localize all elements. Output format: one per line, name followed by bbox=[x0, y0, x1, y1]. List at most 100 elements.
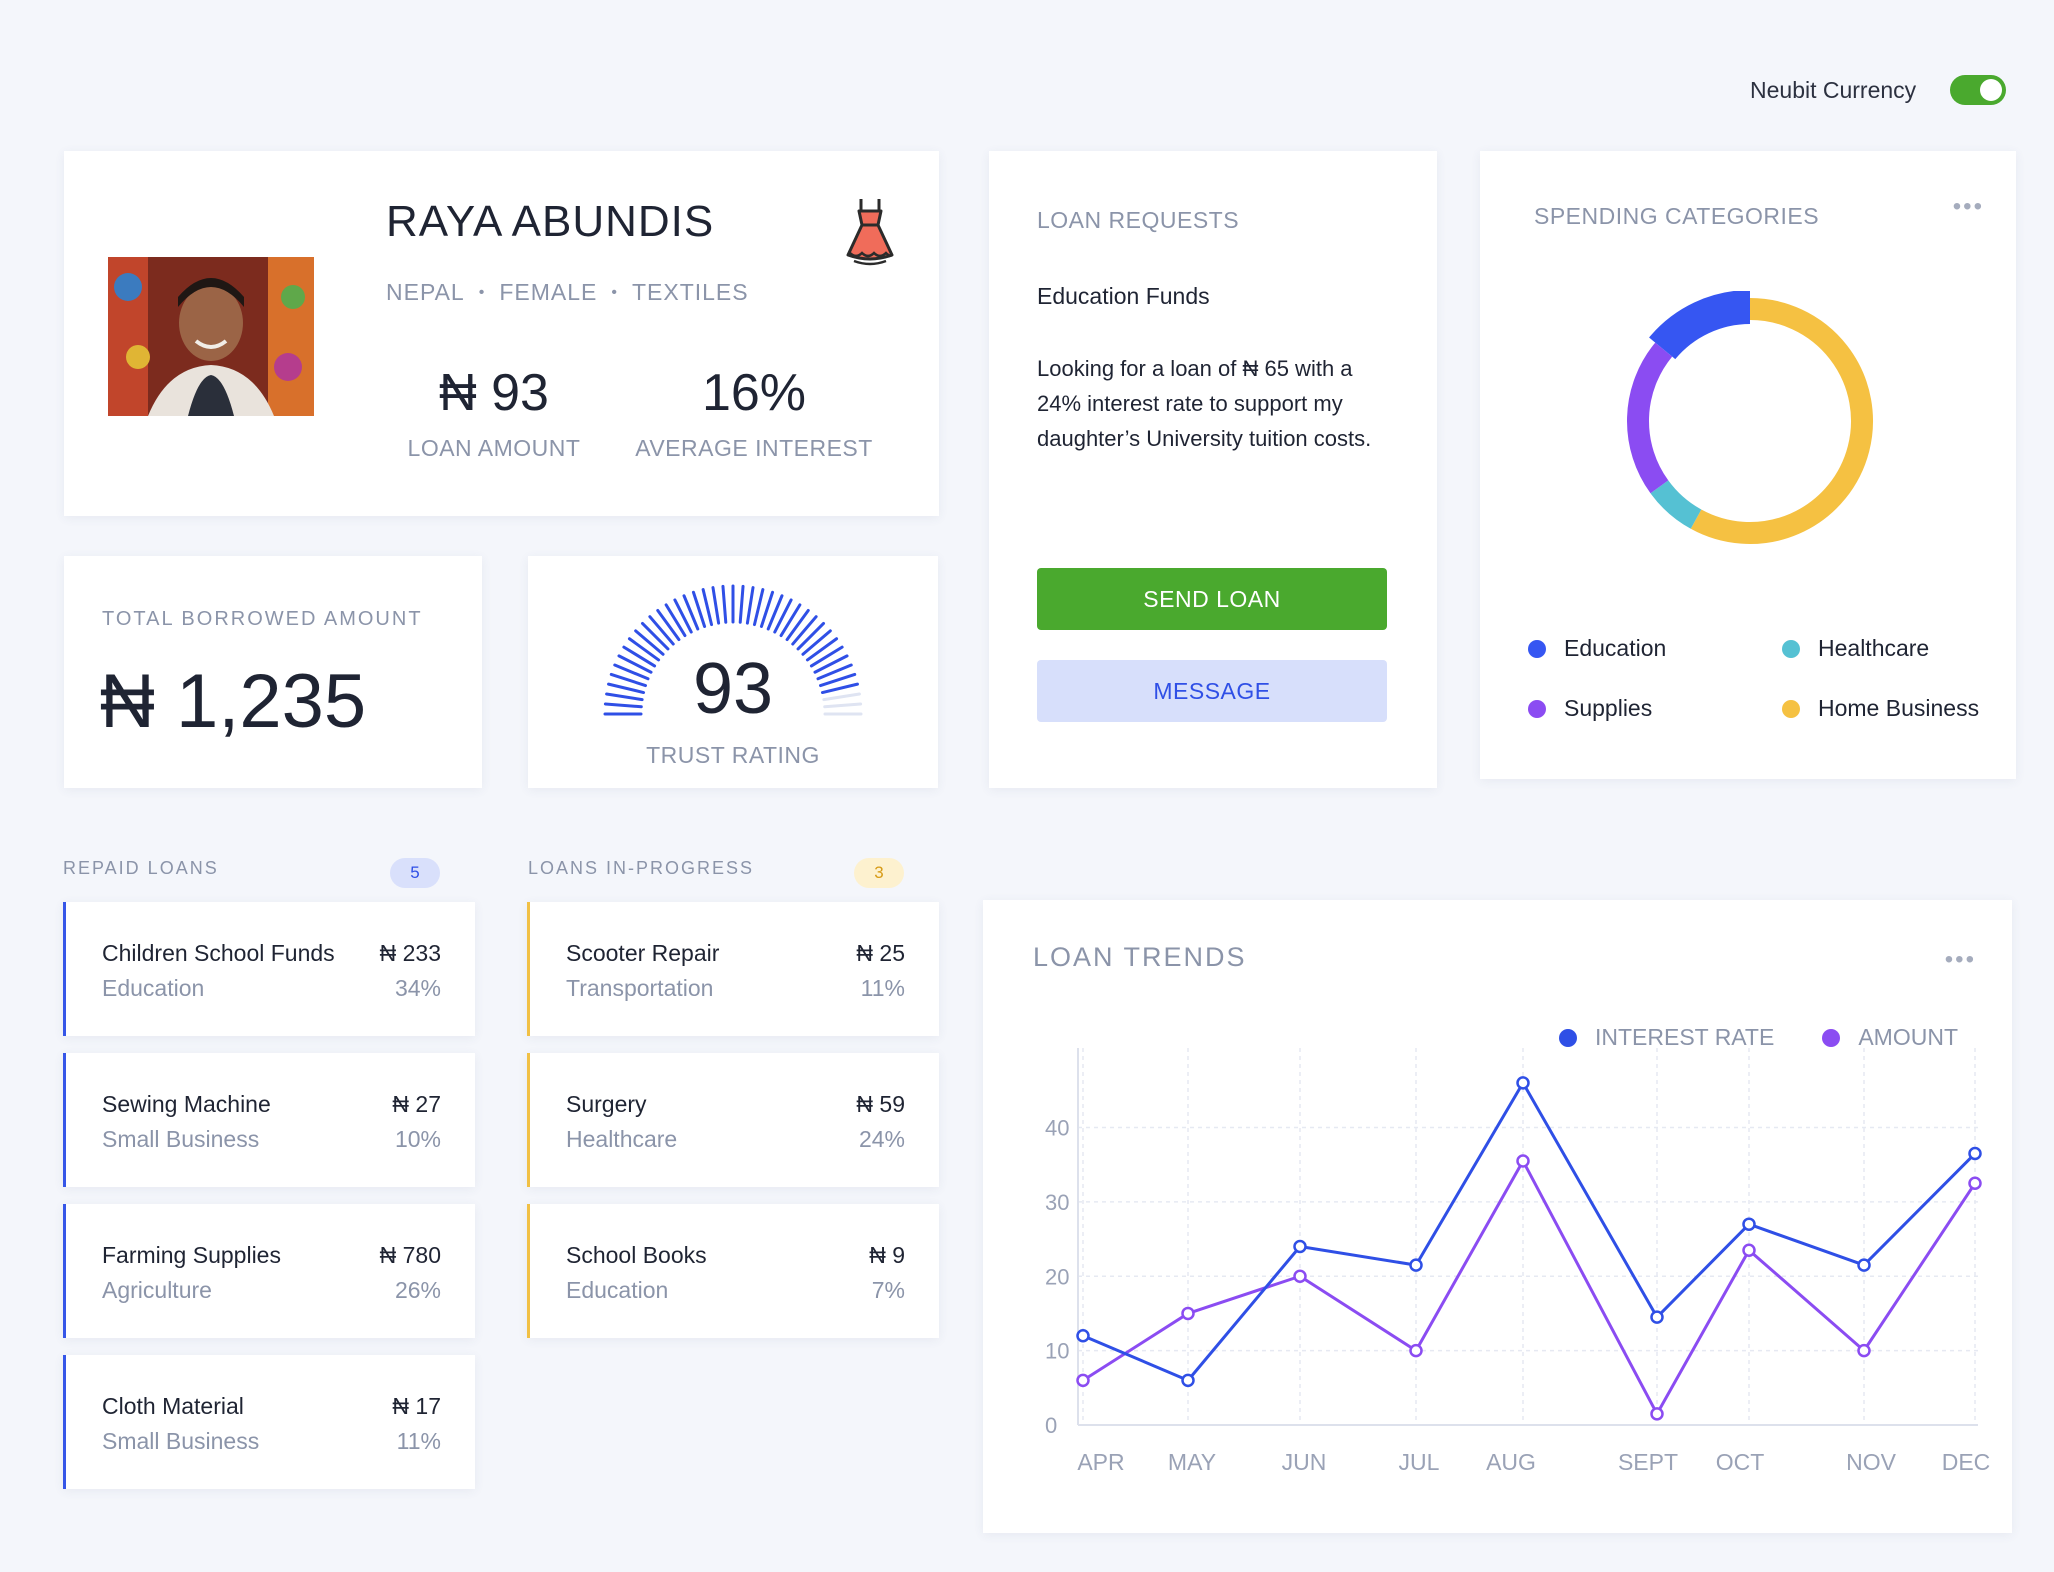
legend-swatch bbox=[1782, 699, 1800, 718]
legend-label: Education bbox=[1564, 635, 1667, 661]
x-tick-label: JUL bbox=[1399, 1449, 1440, 1475]
legend-label: Supplies bbox=[1564, 695, 1653, 721]
repaid-loan-item[interactable]: Sewing Machine Small Business ₦ 27 10% bbox=[63, 1053, 475, 1187]
data-point[interactable] bbox=[1516, 1154, 1530, 1168]
loan-amount: ₦ 9 bbox=[869, 1242, 905, 1268]
gauge-tick bbox=[701, 588, 714, 627]
series-line-amount bbox=[1082, 1159, 1977, 1416]
loan-amount-stat: ₦ 93 LOAN AMOUNT bbox=[394, 363, 594, 462]
gauge-tick bbox=[711, 586, 721, 625]
data-point[interactable] bbox=[1857, 1258, 1871, 1272]
x-tick-label: AUG bbox=[1486, 1449, 1536, 1475]
y-tick-label: 20 bbox=[1045, 1264, 1069, 1289]
trust-gauge bbox=[603, 584, 863, 716]
profile-gender: FEMALE bbox=[499, 279, 598, 305]
total-borrowed-card: TOTAL BORROWED AMOUNT ₦ 1,235 bbox=[64, 556, 482, 788]
loan-trends-card: 0 10 20 30 40 APR MAY JUN JUL AUG SEPT OCT NOV DEC LO… bbox=[983, 900, 2012, 1533]
legend-label: Healthcare bbox=[1818, 635, 1930, 661]
spending-categories-card: SPENDING CATEGORIES ••• Education Health… bbox=[1480, 151, 2016, 779]
data-point[interactable] bbox=[1742, 1217, 1756, 1231]
gauge-tick bbox=[605, 692, 644, 702]
donut-slice-supplies[interactable] bbox=[1627, 342, 1673, 494]
x-tick-label: APR bbox=[1077, 1449, 1124, 1475]
loan-amount: ₦ 25 bbox=[856, 940, 905, 966]
loan-amount-value: ₦ 93 bbox=[439, 364, 549, 422]
trust-rating-value: 93 bbox=[692, 649, 774, 729]
more-horizontal-icon[interactable]: ••• bbox=[1952, 193, 1984, 220]
in-progress-loan-item[interactable]: Surgery Healthcare ₦ 59 24% bbox=[527, 1053, 939, 1187]
gauge-tick bbox=[673, 598, 693, 634]
message-button[interactable]: MESSAGE bbox=[1037, 660, 1387, 722]
gauge-tick bbox=[664, 603, 687, 638]
gauge-tick bbox=[607, 682, 646, 695]
gauge-tick bbox=[617, 654, 653, 674]
loan-name: Surgery bbox=[566, 1091, 647, 1117]
donut-slice-home-business[interactable] bbox=[1690, 298, 1873, 544]
legend-label: Home Business bbox=[1818, 695, 1980, 721]
donut-slice-healthcare[interactable] bbox=[1650, 480, 1702, 529]
loan-request-subject: Education Funds bbox=[1037, 283, 1210, 309]
data-point[interactable] bbox=[1076, 1329, 1090, 1343]
legend-amount[interactable]: AMOUNT bbox=[1822, 1024, 1958, 1051]
data-point[interactable] bbox=[1968, 1176, 1982, 1191]
profile-tags: NEPAL • FEMALE • TEXTILES bbox=[386, 279, 749, 306]
data-point[interactable] bbox=[1742, 1243, 1756, 1257]
repaid-loan-item[interactable]: Cloth Material Small Business ₦ 17 11% bbox=[63, 1355, 475, 1489]
gauge-tick bbox=[809, 645, 844, 668]
trust-rating-card: 93 TRUST RATING bbox=[528, 556, 938, 788]
data-point[interactable] bbox=[1968, 1146, 1982, 1161]
loan-amount: ₦ 59 bbox=[856, 1091, 905, 1117]
currency-toggle[interactable] bbox=[1950, 75, 2007, 105]
donut-slice-education[interactable] bbox=[1649, 291, 1751, 360]
data-point[interactable] bbox=[1076, 1373, 1090, 1388]
loan-name: Children School Funds bbox=[102, 940, 335, 966]
x-tick-label: JUN bbox=[1282, 1449, 1327, 1475]
legend-swatch bbox=[1822, 1028, 1841, 1047]
gauge-tick bbox=[766, 594, 784, 631]
data-point[interactable] bbox=[1409, 1258, 1423, 1272]
data-point[interactable] bbox=[1293, 1239, 1307, 1254]
loan-rate: 10% bbox=[394, 1126, 441, 1152]
in-progress-loan-item[interactable]: Scooter Repair Transportation ₦ 25 11% bbox=[527, 902, 939, 1036]
x-tick-label: SEPT bbox=[1618, 1449, 1678, 1475]
data-point[interactable] bbox=[1857, 1343, 1871, 1358]
gauge-tick bbox=[820, 682, 859, 695]
data-point[interactable] bbox=[1181, 1373, 1195, 1388]
gauge-tick bbox=[801, 629, 832, 656]
average-interest-label: AVERAGE INTEREST bbox=[635, 435, 873, 461]
send-loan-button[interactable]: SEND LOAN bbox=[1037, 568, 1387, 630]
data-point[interactable] bbox=[1650, 1407, 1664, 1421]
data-point[interactable] bbox=[1181, 1306, 1195, 1321]
loan-requests-card: LOAN REQUESTS Education Funds Looking fo… bbox=[989, 151, 1437, 788]
data-point[interactable] bbox=[1409, 1343, 1423, 1358]
spending-donut-chart bbox=[1627, 291, 1873, 544]
data-point[interactable] bbox=[1650, 1310, 1664, 1324]
more-horizontal-icon[interactable]: ••• bbox=[1944, 946, 1976, 973]
loan-name: Sewing Machine bbox=[102, 1091, 271, 1117]
loan-rate: 11% bbox=[860, 975, 905, 1001]
repaid-loan-item[interactable]: Children School Funds Education ₦ 233 34… bbox=[63, 902, 475, 1036]
data-point[interactable] bbox=[1293, 1269, 1307, 1283]
gauge-tick bbox=[818, 672, 857, 688]
gauge-tick bbox=[648, 615, 675, 646]
legend-swatch bbox=[1528, 699, 1546, 718]
currency-toggle-label: Neubit Currency bbox=[1750, 76, 1917, 103]
legend-supplies: Supplies bbox=[1528, 695, 1652, 722]
data-point[interactable] bbox=[1516, 1076, 1530, 1090]
loan-amount: ₦ 27 bbox=[392, 1091, 441, 1117]
repaid-loan-item[interactable]: Farming Supplies Agriculture ₦ 780 26% bbox=[63, 1204, 475, 1338]
loan-name: Farming Supplies bbox=[102, 1242, 281, 1268]
spending-categories-title: SPENDING CATEGORIES bbox=[1534, 203, 1820, 229]
gauge-tick bbox=[805, 637, 839, 662]
gauge-tick bbox=[613, 663, 650, 681]
legend-interest-rate[interactable]: INTEREST RATE bbox=[1558, 1024, 1774, 1051]
repaid-loans-heading: REPAID LOANS bbox=[63, 858, 219, 878]
total-borrowed-value: ₦ 1,235 bbox=[100, 659, 367, 744]
gauge-tick bbox=[785, 608, 810, 642]
in-progress-loan-item[interactable]: School Books Education ₦ 9 7% bbox=[527, 1204, 939, 1338]
average-interest-value: 16% bbox=[701, 364, 807, 422]
gauge-tick bbox=[816, 663, 853, 681]
x-tick-label: OCT bbox=[1716, 1449, 1765, 1475]
loan-amount-label: LOAN AMOUNT bbox=[407, 435, 581, 461]
gauge-tick bbox=[822, 692, 861, 702]
